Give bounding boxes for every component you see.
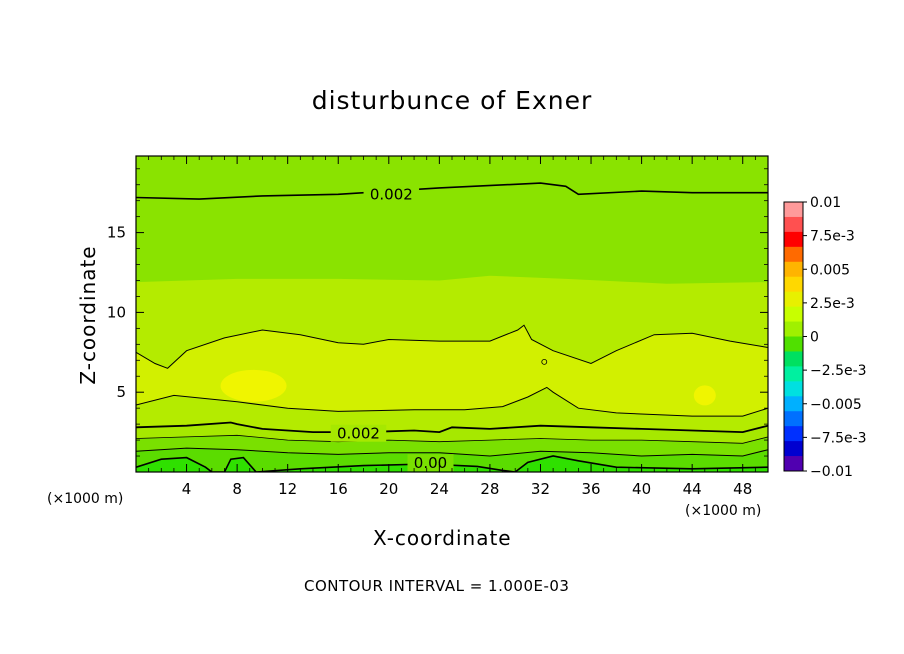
colorbar-label: 2.5e-3: [810, 296, 855, 312]
colorbar-label: −7.5e-3: [810, 430, 867, 446]
colorbar-swatch: [784, 306, 803, 323]
contour-field: [136, 156, 768, 472]
y-tick-label: 10: [107, 303, 126, 321]
colorbar-label: −2.5e-3: [810, 363, 867, 379]
colorbar-label: −0.01: [810, 464, 853, 480]
x-unit-label-left: (×1000 m): [47, 491, 124, 507]
contour-line-002-upper: [136, 182, 768, 200]
contour-line-003-upper: [136, 324, 768, 369]
contour-line-closed-small: [541, 358, 548, 365]
colorbar-swatch: [784, 202, 803, 218]
y-tick-label: 5: [116, 383, 126, 401]
contour-label: 0.002: [337, 425, 380, 443]
x-tick-label: 28: [480, 480, 499, 498]
colorbar-swatch: [784, 366, 803, 382]
x-axis-label: X-coordinate: [373, 526, 512, 550]
colorbar-swatch: [784, 456, 803, 472]
colorbar-swatch: [784, 381, 803, 397]
field-max-patch-left: [220, 369, 287, 402]
colorbar-swatch: [784, 291, 803, 308]
x-tick-label: 8: [232, 480, 242, 498]
x-tick-label: 4: [182, 480, 192, 498]
contour-label-bg: [363, 185, 420, 203]
contour-line-002-lower: [136, 421, 768, 434]
y-tick-label: 15: [107, 224, 126, 242]
contour-line-003-lower: [136, 386, 768, 417]
contour-line-0015: [136, 434, 768, 444]
colorbar-swatch: [784, 246, 803, 263]
colorbar-label: 0.01: [810, 195, 841, 211]
contour-line-000: [136, 455, 768, 472]
colorbar-label: 7.5e-3: [810, 229, 855, 245]
colorbar-label: 0: [810, 330, 819, 346]
colorbar-swatch: [784, 231, 803, 248]
x-tick-label: 32: [531, 480, 550, 498]
x-unit-label-right: (×1000 m): [685, 503, 762, 519]
field-surface: [136, 456, 768, 472]
contour-label-bg: [407, 454, 454, 472]
x-tick-label: 16: [329, 480, 348, 498]
colorbar-swatch: [784, 216, 803, 233]
field-max-patch-right: [693, 385, 716, 406]
chart-title: disturbunce of Exner: [311, 86, 593, 115]
x-tick-label: 12: [278, 480, 297, 498]
colorbar-swatch: [784, 441, 803, 457]
contour-interval-text: CONTOUR INTERVAL = 1.000E-03: [304, 577, 570, 595]
x-tick-label: 40: [632, 480, 651, 498]
colorbar-swatch: [784, 351, 803, 367]
colorbar-swatch: [784, 261, 803, 278]
x-tick-label: 24: [430, 480, 449, 498]
colorbar-swatch: [784, 396, 803, 412]
x-tick-label: 48: [733, 480, 752, 498]
colorbar-swatch: [784, 276, 803, 293]
colorbar-swatch: [784, 336, 803, 352]
colorbar-label: −0.005: [810, 397, 862, 413]
contour-label: 0.002: [370, 185, 413, 203]
contour-label: 0.00: [414, 454, 447, 472]
colorbar-swatch: [784, 321, 803, 337]
contour-line-001: [136, 447, 768, 457]
contour-label-bg: [330, 424, 387, 442]
colorbar-swatch: [784, 411, 803, 427]
y-axis-label: Z-coordinate: [76, 245, 100, 385]
x-tick-label: 44: [683, 480, 702, 498]
x-tick-label: 20: [379, 480, 398, 498]
colorbar-swatch: [784, 426, 803, 442]
x-tick-label: 36: [581, 480, 600, 498]
colorbar-label: 0.005: [810, 262, 850, 278]
